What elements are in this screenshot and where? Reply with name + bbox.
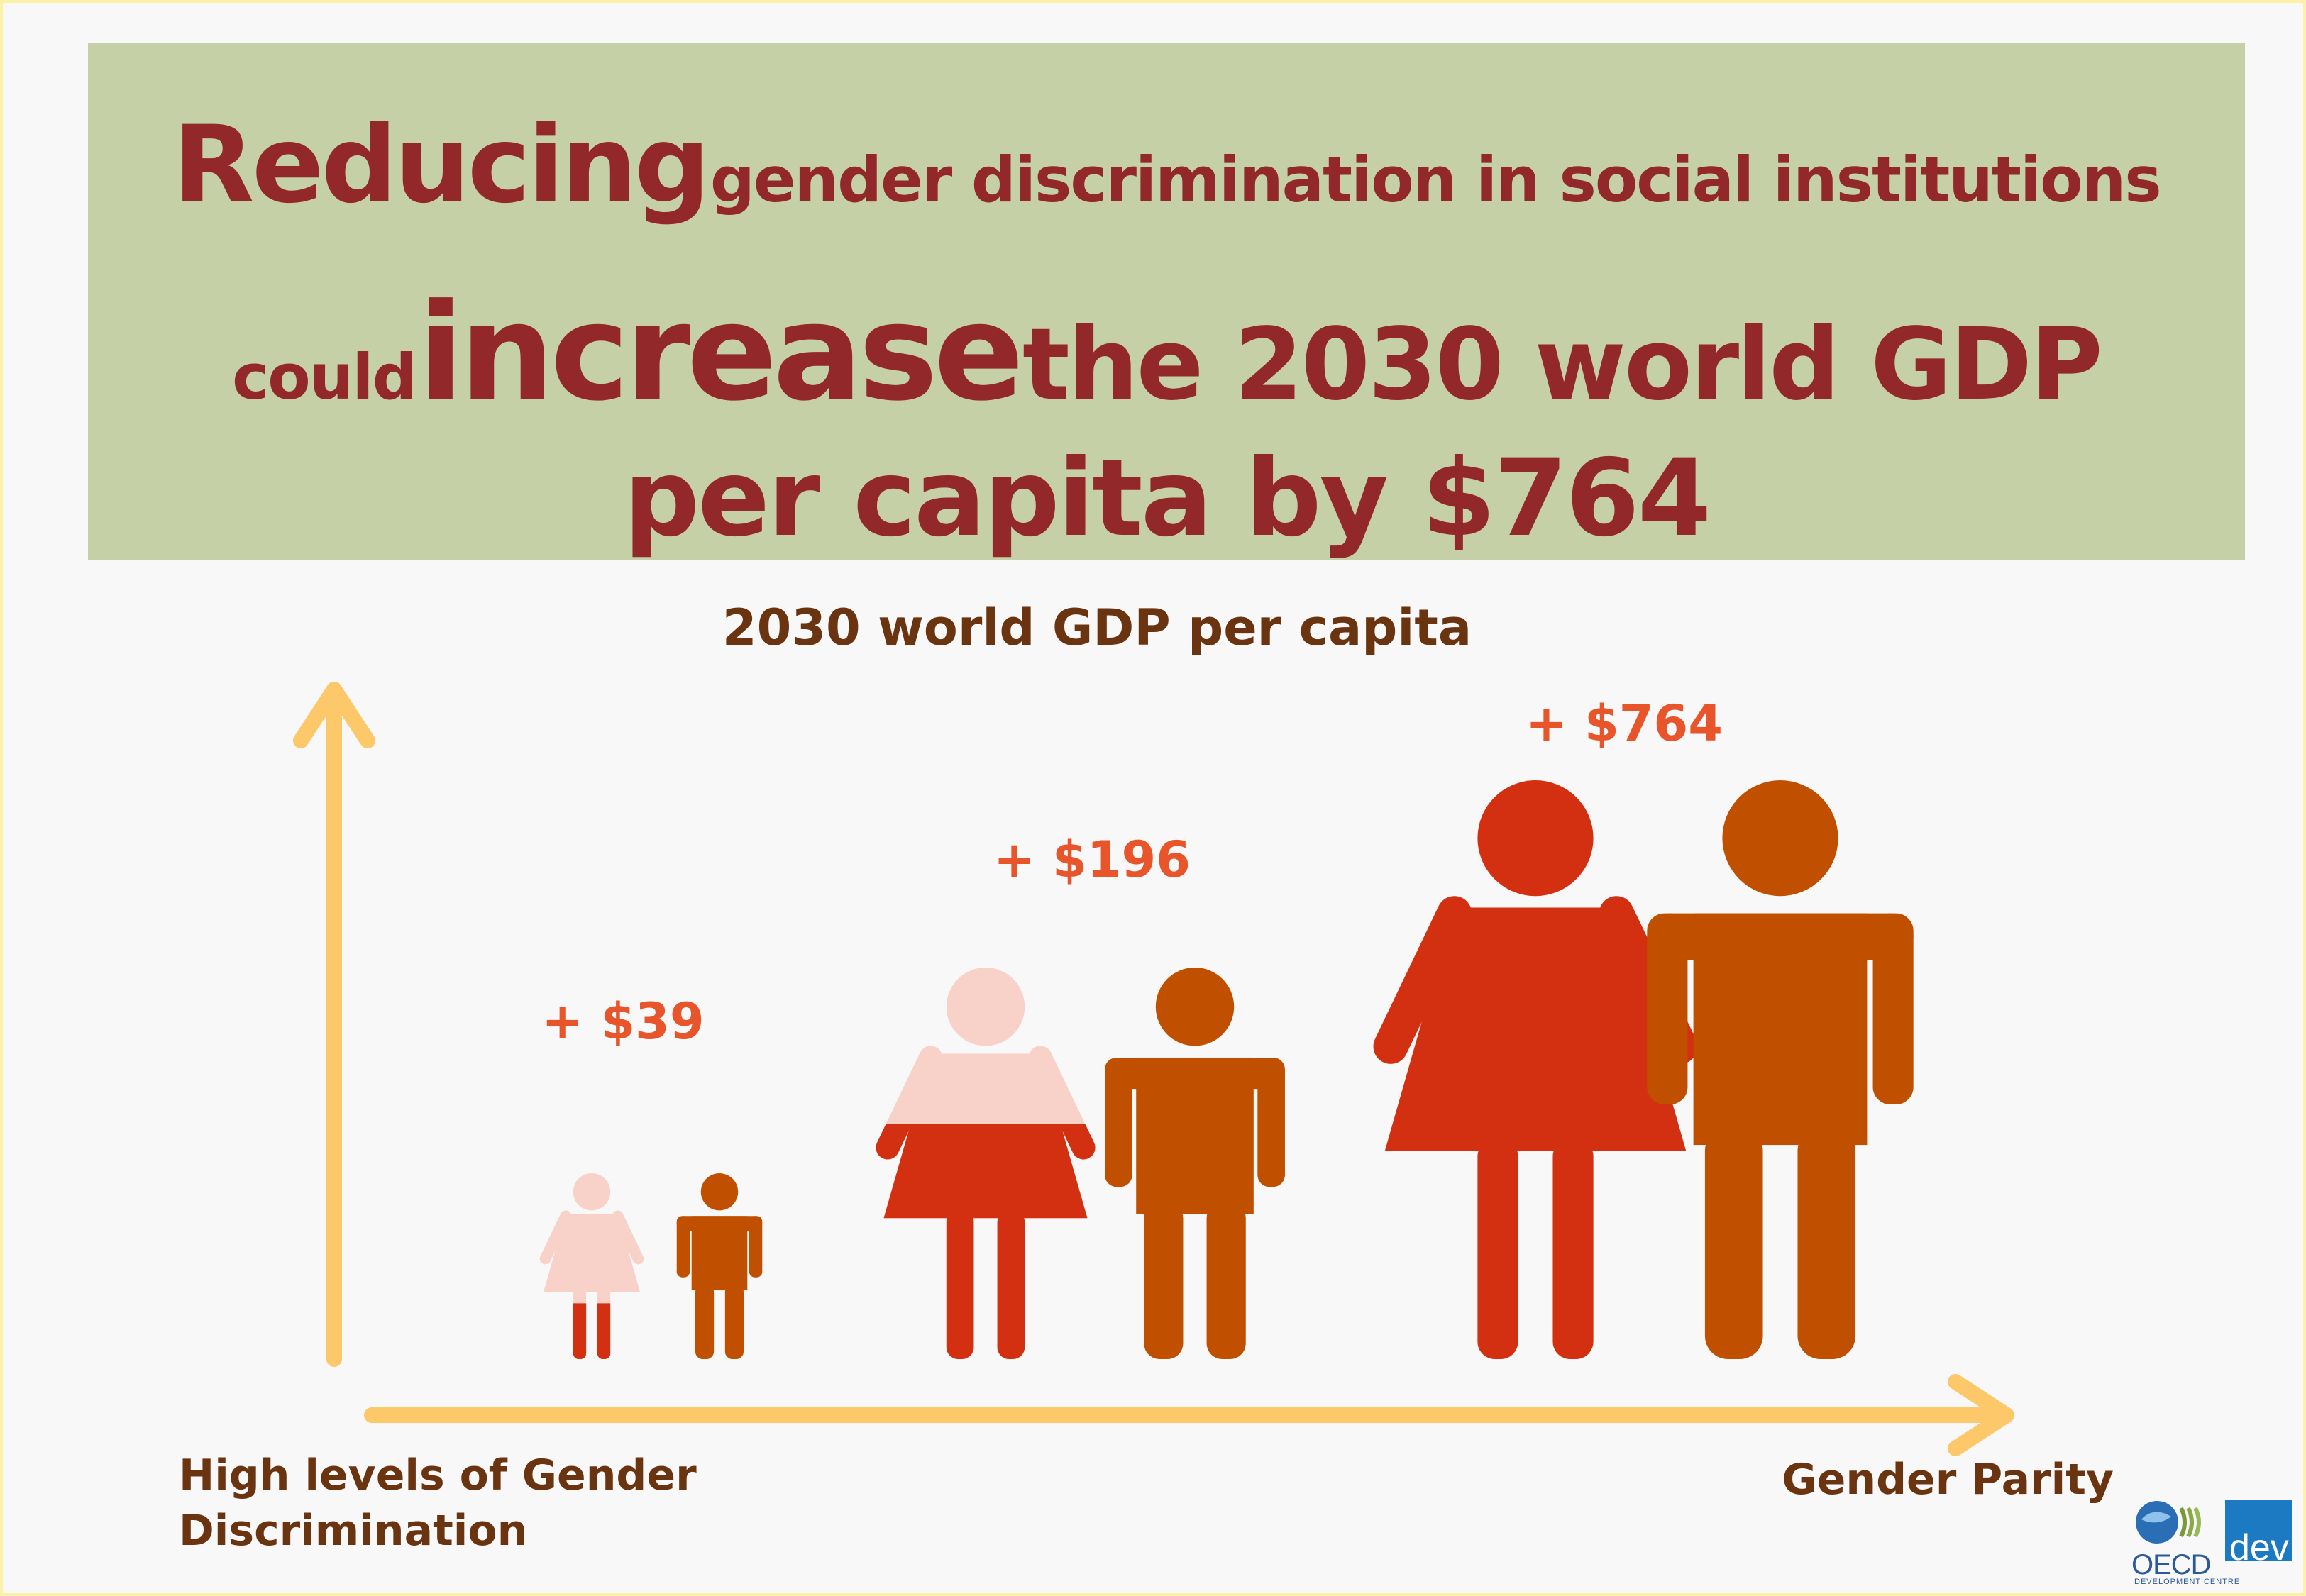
value-label: + $764 — [1526, 694, 1723, 753]
y-axis-arrowhead — [293, 682, 375, 748]
value-labels: + $39 + $196 + $764 — [541, 694, 1723, 1051]
oecd-logo-text: OECD — [2131, 1549, 2212, 1580]
x-axis-label-left-line2: Discrimination — [179, 1506, 527, 1556]
female-figure — [539, 1173, 644, 1359]
headline-line-3: per capita by $764 — [623, 437, 1711, 560]
male-figure — [1647, 780, 1914, 1359]
chart-title: 2030 world GDP per capita — [722, 599, 1472, 657]
headline-line-1: Reducing gender discrimination in social… — [88, 104, 2245, 227]
headline-text-could: could — [232, 340, 416, 414]
oecd-logo-subtitle: DEVELOPMENT CENTRE — [2134, 1578, 2241, 1586]
x-axis-labels: High levels of Gender Discrimination Gen… — [179, 1451, 2114, 1556]
female-figure — [876, 968, 1096, 1359]
headline-emphasis-increase: increase — [418, 275, 1024, 431]
oecd-logo-mark — [2136, 1500, 2292, 1561]
headline-emphasis-reducing: Reducing — [172, 104, 710, 227]
x-axis-label-right: Gender Parity — [1782, 1455, 2114, 1504]
headline-text-1: gender discrimination in social institut… — [710, 143, 2162, 216]
male-figure — [676, 1173, 763, 1359]
gdp-chart: 2030 world GDP per capita High levels of… — [179, 599, 2114, 1556]
value-label: + $196 — [993, 831, 1191, 889]
x-axis-arrowhead — [1948, 1374, 2014, 1456]
male-figure — [1105, 968, 1285, 1359]
female-figure — [1373, 780, 1698, 1359]
oecd-logo-dev: dev — [2229, 1527, 2289, 1568]
x-axis-label-left-line1: High levels of Gender — [179, 1451, 697, 1500]
figure-bars — [539, 780, 1914, 1359]
oecd-logo: OECD dev DEVELOPMENT CENTRE — [2131, 1498, 2293, 1586]
headline-banner: Reducing gender discrimination in social… — [88, 43, 2245, 560]
headline-text-2: the 2030 world GDP — [1022, 307, 2103, 423]
value-label: + $39 — [541, 992, 704, 1051]
headline-line-2: could increase the 2030 world GDP — [88, 275, 2245, 431]
axes — [293, 682, 2014, 1456]
